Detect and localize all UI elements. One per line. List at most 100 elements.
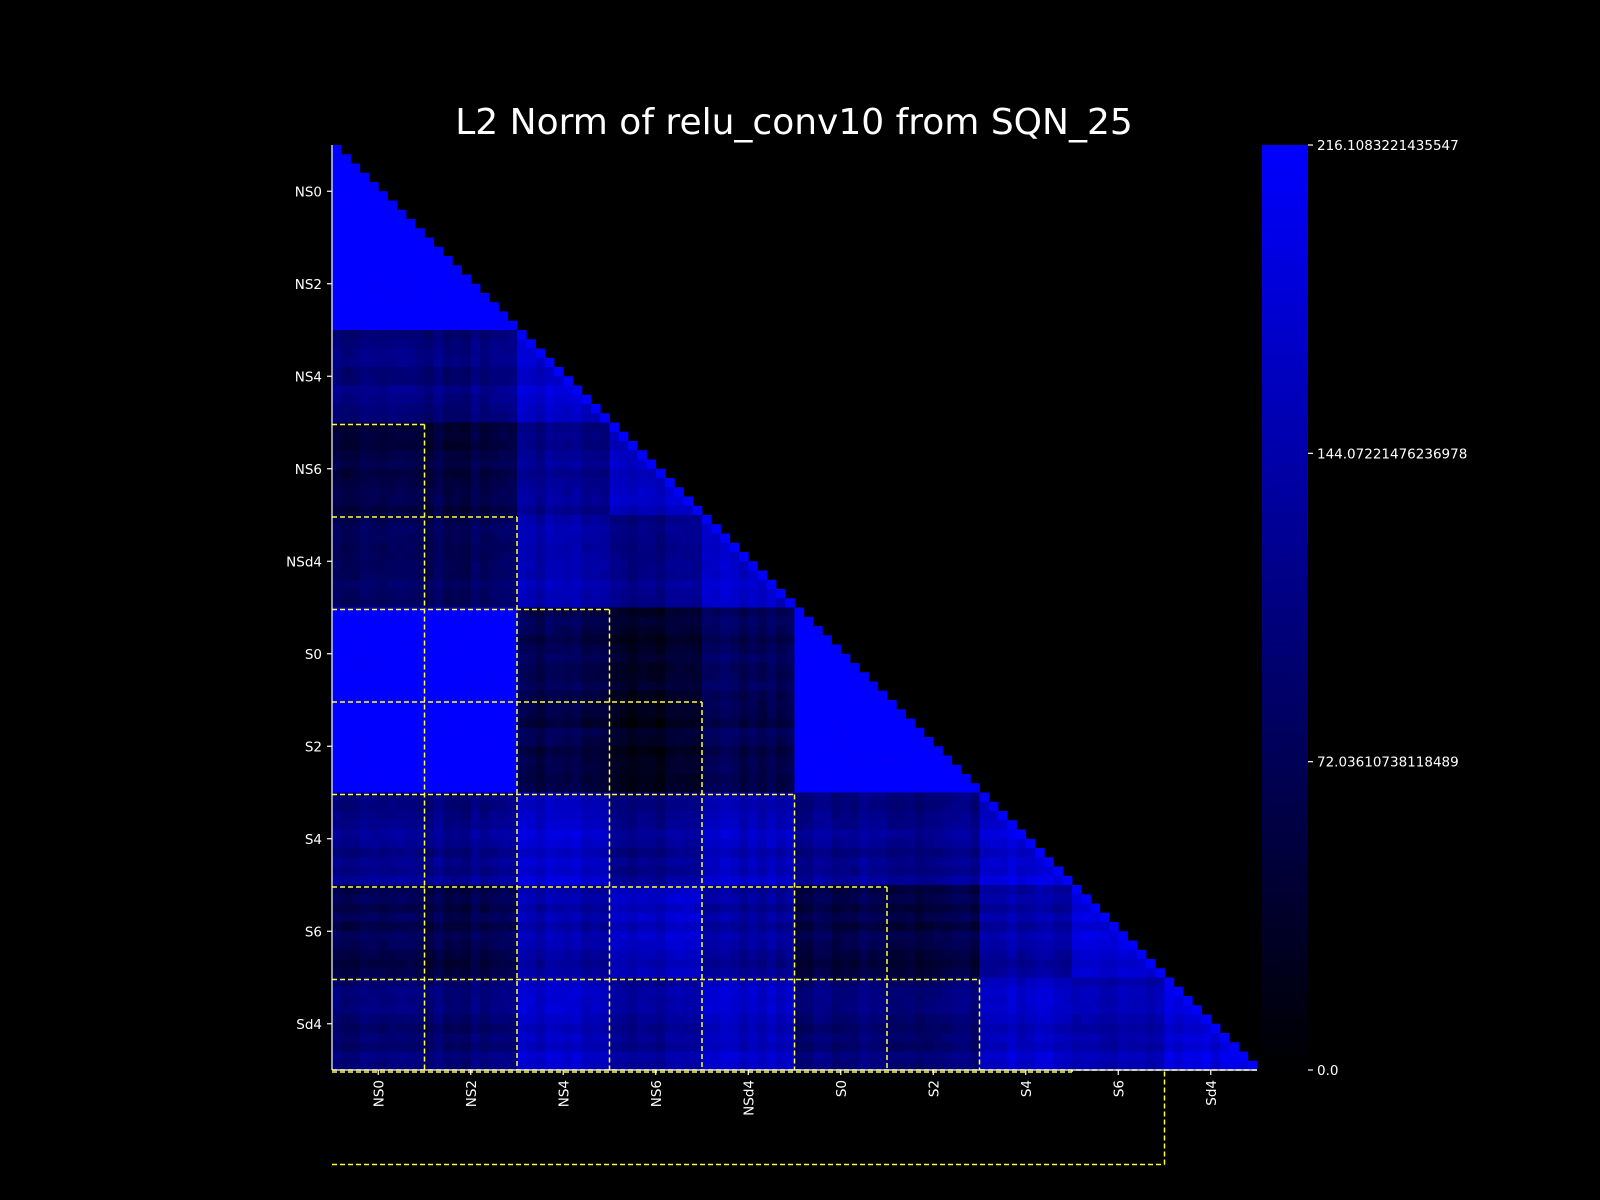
- heatmap-cell: [748, 912, 758, 923]
- heatmap-cell: [692, 885, 703, 895]
- heatmap-cell: [350, 635, 361, 645]
- heatmap-cell: [831, 829, 842, 840]
- heatmap-cell: [665, 663, 675, 673]
- heatmap-cell: [406, 663, 416, 673]
- heatmap-cell: [424, 616, 435, 627]
- heatmap-cell: [396, 237, 407, 248]
- heatmap-cell: [341, 274, 351, 285]
- heatmap-cell: [572, 922, 583, 932]
- heatmap-cell: [387, 653, 398, 664]
- heatmap-cell: [378, 959, 388, 969]
- heatmap-cell: [859, 968, 869, 978]
- heatmap-cell: [739, 1023, 749, 1034]
- heatmap-cell: [406, 838, 416, 849]
- heatmap-cell: [332, 700, 342, 710]
- heatmap-cell: [813, 783, 823, 793]
- heatmap-cell: [868, 968, 879, 978]
- heatmap-cell: [618, 542, 629, 553]
- heatmap-cell: [341, 746, 351, 756]
- heatmap-cell: [480, 533, 490, 544]
- heatmap-cell: [637, 764, 647, 775]
- heatmap-cell: [628, 635, 638, 645]
- heatmap-cell: [406, 977, 416, 988]
- heatmap-cell: [683, 1060, 694, 1071]
- heatmap-cell: [341, 172, 351, 183]
- heatmap-cell: [850, 968, 860, 978]
- heatmap-cell: [378, 653, 388, 664]
- heatmap-cell: [498, 357, 509, 368]
- heatmap-cell: [359, 940, 370, 951]
- heatmap-cell: [350, 727, 361, 738]
- heatmap-cell: [803, 774, 814, 784]
- heatmap-cell: [424, 459, 435, 470]
- heatmap-cell: [1044, 996, 1054, 1006]
- heatmap-cell: [951, 829, 962, 840]
- heatmap-cell: [979, 903, 990, 914]
- heatmap-cell: [757, 616, 768, 627]
- heatmap-cell: [970, 866, 980, 877]
- heatmap-cell: [544, 422, 555, 433]
- heatmap-cell: [369, 885, 379, 895]
- heatmap-cell: [359, 848, 370, 858]
- heatmap-cell: [563, 866, 573, 877]
- heatmap-cell: [433, 1051, 444, 1062]
- heatmap-cell: [396, 496, 407, 507]
- heatmap-cell: [674, 811, 684, 821]
- heatmap-cell: [396, 450, 407, 460]
- heatmap-cell: [350, 755, 361, 766]
- heatmap-cell: [739, 1033, 749, 1043]
- heatmap-cell: [637, 1042, 647, 1052]
- heatmap-cell: [840, 663, 851, 673]
- heatmap-cell: [591, 450, 601, 460]
- heatmap-cell: [359, 801, 370, 812]
- heatmap-cell: [840, 875, 851, 886]
- heatmap-cell: [655, 838, 666, 849]
- heatmap-cell: [1090, 1014, 1101, 1025]
- heatmap-cell: [341, 163, 351, 174]
- heatmap-cell: [544, 1014, 555, 1025]
- heatmap-cell: [406, 755, 416, 766]
- heatmap-cell: [563, 718, 573, 729]
- heatmap-cell: [554, 755, 564, 766]
- heatmap-cell: [729, 940, 740, 951]
- heatmap-cell: [424, 478, 435, 488]
- heatmap-cell: [470, 801, 481, 812]
- heatmap-cell: [443, 459, 453, 470]
- heatmap-cell: [1127, 959, 1138, 969]
- heatmap-cell: [480, 1051, 490, 1062]
- heatmap-cell: [396, 1060, 407, 1071]
- heatmap-cell: [646, 792, 657, 803]
- heatmap-cell: [480, 783, 490, 793]
- heatmap-cell: [554, 700, 564, 710]
- heatmap-cell: [396, 959, 407, 969]
- heatmap-cell: [868, 737, 879, 747]
- heatmap-cell: [461, 422, 472, 433]
- heatmap-cell: [785, 663, 795, 673]
- heatmap-cell: [517, 413, 527, 423]
- heatmap-cell: [794, 931, 805, 941]
- heatmap-cell: [1062, 1033, 1073, 1043]
- heatmap-cell: [396, 515, 407, 525]
- heatmap-cell: [461, 663, 472, 673]
- heatmap-cell: [378, 912, 388, 923]
- heatmap-cell: [942, 783, 953, 793]
- heatmap-cell: [785, 635, 795, 645]
- heatmap-cell: [637, 1005, 647, 1015]
- heatmap-cell: [776, 607, 786, 618]
- heatmap-cell: [332, 607, 342, 618]
- heatmap-cell: [702, 561, 712, 571]
- heatmap-cell: [711, 653, 721, 664]
- heatmap-cell: [581, 820, 592, 830]
- heatmap-cell: [461, 746, 472, 756]
- heatmap-cell: [443, 589, 453, 599]
- heatmap-cell: [1136, 959, 1147, 969]
- heatmap-cell: [424, 1023, 435, 1034]
- heatmap-cell: [350, 265, 361, 275]
- heatmap-cell: [406, 1042, 416, 1052]
- heatmap-cell: [544, 931, 555, 941]
- heatmap-cell: [877, 931, 888, 941]
- heatmap-cell: [692, 968, 703, 978]
- heatmap-cell: [600, 848, 610, 858]
- heatmap-cell: [1192, 1042, 1202, 1052]
- heatmap-cell: [637, 690, 647, 701]
